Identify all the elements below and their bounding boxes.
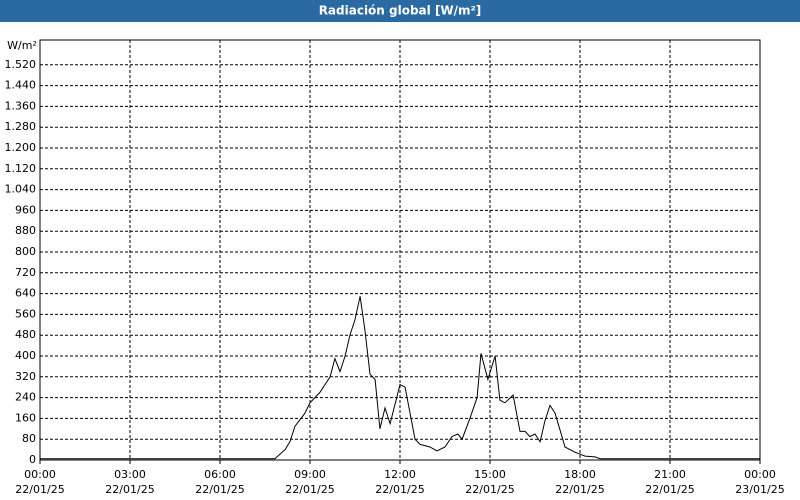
x-tick-date: 22/01/25 [645, 483, 694, 496]
x-tick-label: 00:00 [24, 468, 56, 481]
x-tick-date: 22/01/25 [555, 483, 604, 496]
y-tick-label: 1.520 [5, 58, 37, 71]
x-tick-label: 00:00 [744, 468, 776, 481]
y-tick-label: 960 [15, 203, 36, 216]
y-tick-label: 240 [15, 391, 36, 404]
x-tick-label: 09:00 [294, 468, 326, 481]
x-tick-date: 22/01/25 [105, 483, 154, 496]
y-tick-label: 480 [15, 328, 36, 341]
y-tick-label: 80 [22, 432, 36, 445]
chart-title: Radiación global [W/m²] [319, 4, 482, 18]
y-tick-label: 560 [15, 307, 36, 320]
plot-frame [39, 39, 761, 461]
x-tick-label: 03:00 [114, 468, 146, 481]
y-tick-label: 1.280 [5, 120, 37, 133]
x-tick-label: 06:00 [204, 468, 236, 481]
y-tick-label: 160 [15, 411, 36, 424]
y-tick-label: 1.120 [5, 162, 37, 175]
y-tick-label: 640 [15, 287, 36, 300]
x-tick-label: 18:00 [564, 468, 596, 481]
x-tick-date: 22/01/25 [285, 483, 334, 496]
y-tick-label: 1.200 [5, 141, 37, 154]
y-tick-label: 880 [15, 224, 36, 237]
x-tick-date: 22/01/25 [465, 483, 514, 496]
x-tick-label: 12:00 [384, 468, 416, 481]
y-tick-label: 320 [15, 370, 36, 383]
x-tick-label: 21:00 [654, 468, 686, 481]
y-tick-label: 400 [15, 349, 36, 362]
x-tick-date: 22/01/25 [195, 483, 244, 496]
y-tick-label: 1.040 [5, 183, 37, 196]
y-tick-label: 720 [15, 266, 36, 279]
title-bar [0, 0, 800, 22]
y-tick-label: 1.440 [5, 79, 37, 92]
x-tick-date: 22/01/25 [15, 483, 64, 496]
y-tick-label: 0 [29, 453, 36, 466]
y-axis-label: W/m² [7, 39, 37, 52]
y-tick-label: 1.360 [5, 99, 37, 112]
x-tick-label: 15:00 [474, 468, 506, 481]
x-tick-date: 22/01/25 [375, 483, 424, 496]
data-line [40, 296, 760, 460]
x-tick-date: 23/01/25 [735, 483, 784, 496]
y-tick-label: 800 [15, 245, 36, 258]
